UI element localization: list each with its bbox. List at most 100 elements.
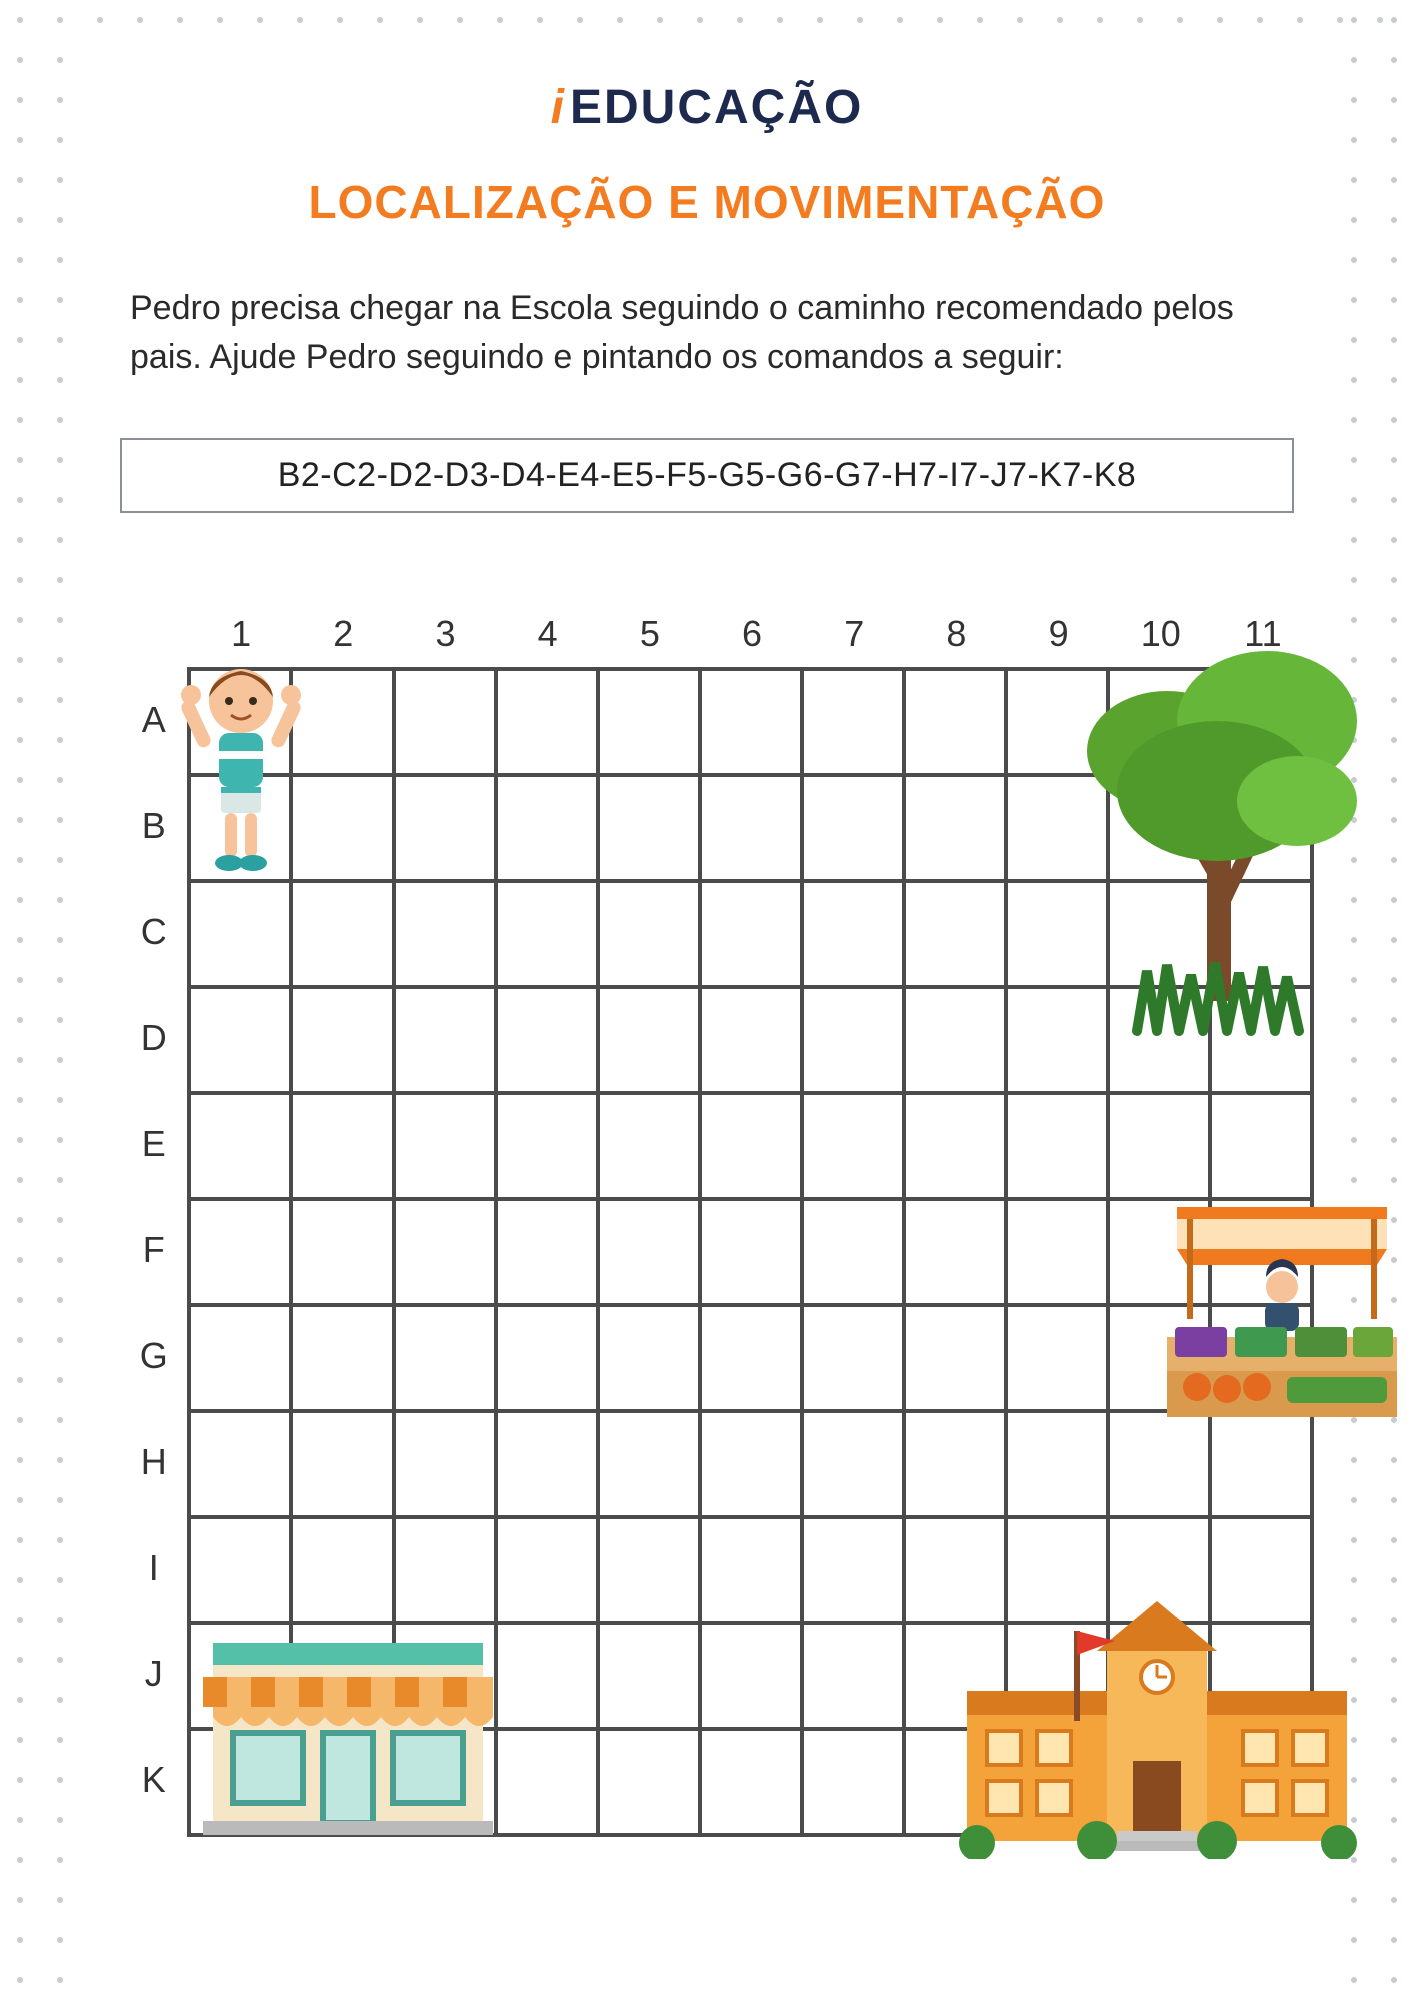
column-label: 11	[1212, 613, 1314, 667]
grid-cell	[1006, 1305, 1108, 1411]
grid-cell	[1006, 987, 1108, 1093]
grid-cell	[189, 1411, 291, 1517]
grid-cell	[189, 1729, 291, 1835]
grid-cell	[496, 1199, 598, 1305]
row-label: D	[120, 985, 187, 1091]
grid-cell	[291, 1729, 393, 1835]
grid-cell	[496, 1729, 598, 1835]
grid-cell	[802, 1305, 904, 1411]
grid-cell	[904, 987, 1006, 1093]
grid-cell	[904, 1305, 1006, 1411]
grid-cell	[802, 775, 904, 881]
grid-cell	[291, 669, 393, 775]
grid-cell	[189, 987, 291, 1093]
row-label: G	[120, 1303, 187, 1409]
grid-cell	[291, 881, 393, 987]
grid-cell	[1210, 881, 1312, 987]
grid-cell	[598, 881, 700, 987]
grid-cell	[394, 1093, 496, 1199]
grid-cell	[1210, 1305, 1312, 1411]
grid-table	[187, 667, 1314, 1837]
grid-cell	[1006, 881, 1108, 987]
grid-cell	[700, 881, 802, 987]
grid-cell	[394, 1199, 496, 1305]
grid-cell	[802, 1411, 904, 1517]
grid-cell	[802, 881, 904, 987]
column-label: 5	[599, 613, 701, 667]
column-label: 3	[394, 613, 496, 667]
logo-text: EDUCAÇÃO	[570, 81, 863, 134]
column-label: 7	[803, 613, 905, 667]
grid-cell	[496, 1517, 598, 1623]
grid-cell	[1210, 775, 1312, 881]
grid-cell	[904, 881, 1006, 987]
grid-cell	[1006, 1411, 1108, 1517]
grid-cell	[1108, 775, 1210, 881]
grid-cell	[394, 775, 496, 881]
grid-cell	[700, 1093, 802, 1199]
worksheet-page: iEDUCAÇÃO LOCALIZAÇÃO E MOVIMENTAÇÃO Ped…	[0, 0, 1414, 2000]
grid-cell	[598, 775, 700, 881]
grid-cell	[1006, 775, 1108, 881]
grid-cell	[291, 1199, 393, 1305]
grid-cell	[496, 1623, 598, 1729]
grid-cell	[598, 1199, 700, 1305]
logo: iEDUCAÇÃO	[100, 80, 1314, 135]
grid-cell	[598, 1517, 700, 1623]
grid-cell	[1006, 1623, 1108, 1729]
grid-cell	[904, 1623, 1006, 1729]
grid-cell	[496, 1305, 598, 1411]
grid-cell	[904, 1729, 1006, 1835]
grid-cell	[291, 1093, 393, 1199]
grid-cell	[394, 1305, 496, 1411]
column-labels: 1234567891011	[190, 613, 1314, 667]
grid-cell	[1108, 1305, 1210, 1411]
grid-cell	[189, 1305, 291, 1411]
grid-cell	[189, 669, 291, 775]
grid-cell	[1210, 1199, 1312, 1305]
grid-cell	[598, 1305, 700, 1411]
grid-cell	[291, 1517, 393, 1623]
grid-cell	[1108, 987, 1210, 1093]
grid-cell	[1108, 1199, 1210, 1305]
grid-cell	[700, 1729, 802, 1835]
grid-cell	[496, 1411, 598, 1517]
grid-cell	[802, 669, 904, 775]
grid-cell	[1210, 1623, 1312, 1729]
grid-cell	[189, 775, 291, 881]
grid-cell	[394, 669, 496, 775]
column-label: 1	[190, 613, 292, 667]
grid-cell	[1108, 1623, 1210, 1729]
grid-cell	[189, 1093, 291, 1199]
grid-cell	[802, 1093, 904, 1199]
grid-cell	[1108, 1729, 1210, 1835]
command-sequence-box: B2-C2-D2-D3-D4-E4-E5-F5-G5-G6-G7-H7-I7-J…	[120, 438, 1294, 513]
grid-cell	[1108, 1411, 1210, 1517]
grid-cell	[1108, 881, 1210, 987]
grid-cell	[1210, 987, 1312, 1093]
row-label: I	[120, 1515, 187, 1621]
logo-accent: i	[551, 81, 566, 134]
grid-cell	[1006, 1517, 1108, 1623]
grid-cell	[496, 1093, 598, 1199]
grid-cell	[1210, 1517, 1312, 1623]
grid	[187, 667, 1314, 1837]
grid-cell	[1210, 1093, 1312, 1199]
row-label: B	[120, 773, 187, 879]
row-label: K	[120, 1727, 187, 1833]
grid-cell	[802, 1623, 904, 1729]
grid-cell	[1210, 1411, 1312, 1517]
grid-cell	[598, 1623, 700, 1729]
grid-cell	[700, 1517, 802, 1623]
row-label: A	[120, 667, 187, 773]
grid-cell	[1210, 669, 1312, 775]
instructions-text: Pedro precisa chegar na Escola seguindo …	[130, 284, 1284, 383]
grid-cell	[291, 1305, 393, 1411]
grid-cell	[189, 881, 291, 987]
grid-cell	[496, 881, 598, 987]
row-label: C	[120, 879, 187, 985]
page-title: LOCALIZAÇÃO E MOVIMENTAÇÃO	[100, 175, 1314, 229]
grid-cell	[904, 1093, 1006, 1199]
grid-cell	[598, 1411, 700, 1517]
grid-cell	[802, 1517, 904, 1623]
